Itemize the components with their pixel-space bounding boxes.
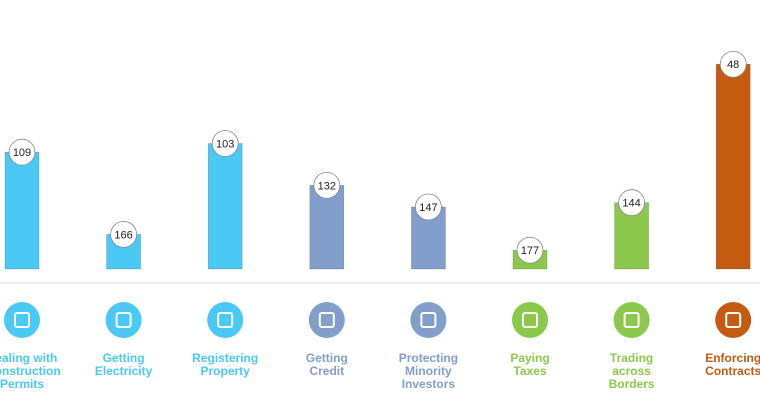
value-label: 147 <box>419 202 437 214</box>
category-icon <box>512 302 548 338</box>
value-bubble <box>313 171 341 199</box>
value-bubble <box>8 138 36 166</box>
value-bubble <box>719 50 747 78</box>
value-bubble <box>110 220 137 248</box>
icon-glyph <box>623 312 640 328</box>
icon-glyph <box>420 312 437 328</box>
category-icon <box>715 302 752 338</box>
category-label: Getting Credit <box>305 351 348 378</box>
category-label: Getting Electricity <box>94 351 153 378</box>
category-icon <box>308 302 345 338</box>
value-bubble <box>211 130 239 157</box>
icon-glyph <box>318 312 335 328</box>
category-label: Trading across Borders <box>608 351 655 391</box>
category-icon <box>4 302 40 338</box>
value-label: 144 <box>622 198 640 210</box>
category-icon <box>105 302 142 338</box>
value-label: 177 <box>521 245 539 257</box>
category-label: Protecting Minority Investors <box>398 351 459 391</box>
icon-glyph <box>115 312 132 328</box>
bar <box>715 63 751 270</box>
icon-glyph <box>725 312 742 328</box>
value-label: 109 <box>13 147 31 159</box>
value-label: 166 <box>114 229 132 241</box>
value-bubble <box>414 193 442 221</box>
value-label: 48 <box>727 59 739 71</box>
value-label: 132 <box>318 180 336 192</box>
category-label: Dealing with Construction Permits <box>0 351 61 391</box>
category-icon <box>410 302 447 338</box>
icon-glyph <box>14 312 30 328</box>
bar <box>207 143 243 270</box>
category-icon <box>613 302 650 338</box>
icon-glyph <box>522 312 538 328</box>
category-icon <box>207 302 244 338</box>
bar <box>4 151 40 270</box>
category-label: Paying Taxes <box>510 351 550 378</box>
value-label: 103 <box>216 138 234 150</box>
category-label: Enforcing Contracts <box>705 351 760 378</box>
value-bubble <box>618 189 645 217</box>
icon-glyph <box>217 312 234 328</box>
category-label: Registering Property <box>192 351 259 378</box>
value-bubble <box>516 236 544 264</box>
